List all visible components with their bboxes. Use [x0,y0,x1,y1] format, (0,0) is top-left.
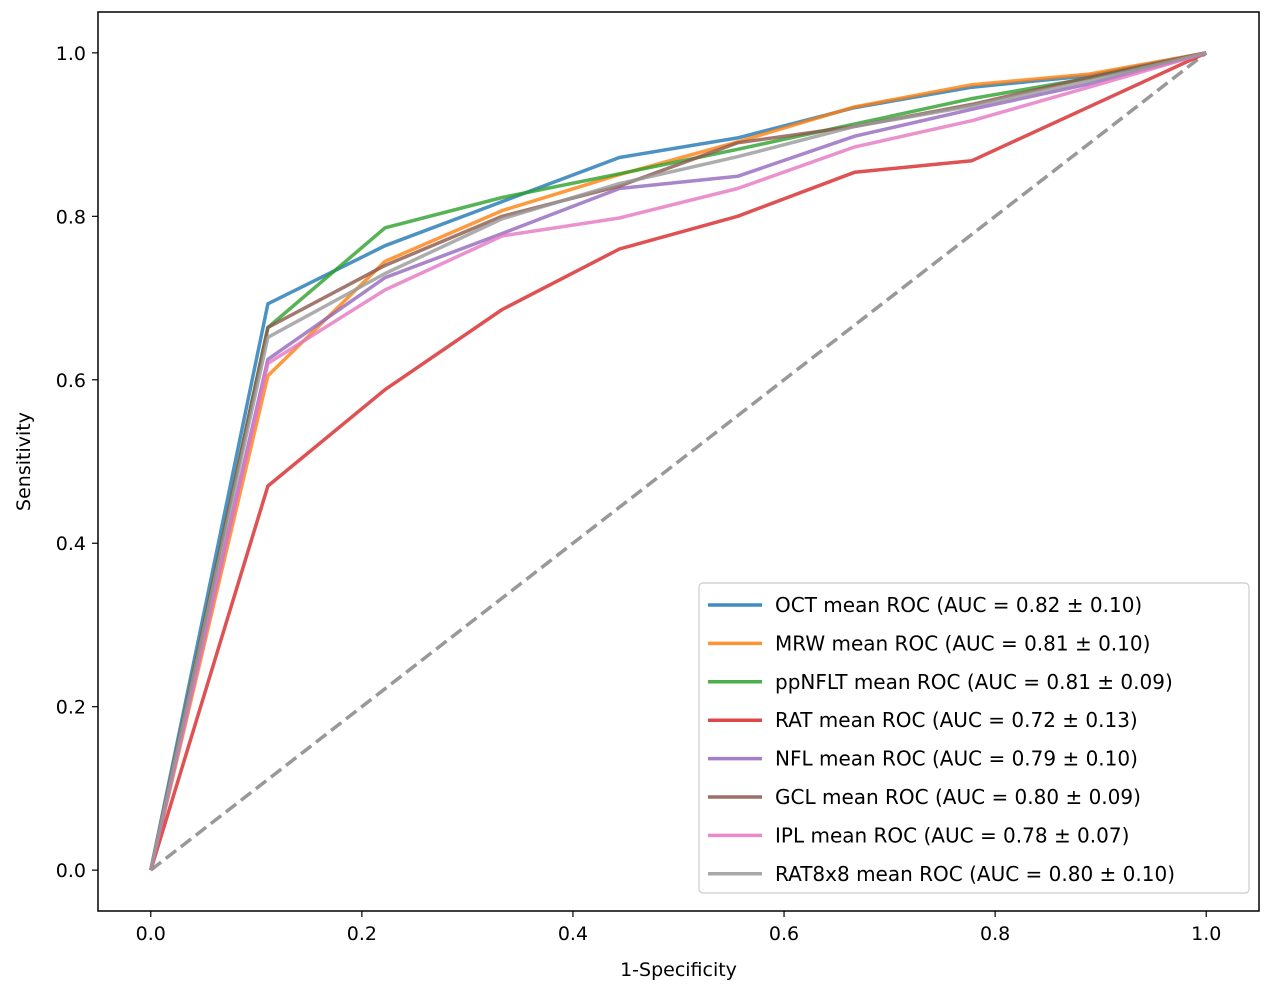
axis-ticks: 0.0 0.2 0.4 0.6 0.8 1.0 0.0 0.2 0.4 0.6 0.8 1.0 [56,43,1222,945]
roc-series-line-5 [149,51,1207,871]
roc-series-line-7 [149,51,1207,871]
legend-entry-label: RAT mean ROC (AUC = 0.72 ± 0.13) [775,708,1138,732]
y-tick-label: 0.8 [56,206,86,228]
x-tick-label: 0.8 [980,923,1010,945]
roc-series-line-2 [149,51,1207,871]
y-axis-label: Sensitivity [13,412,35,511]
legend-entry-label: OCT mean ROC (AUC = 0.82 ± 0.10) [775,593,1142,617]
plot-area [149,51,1208,872]
y-tick-label: 0.6 [56,370,86,392]
x-tick-label: 0.2 [347,923,377,945]
legend: OCT mean ROC (AUC = 0.82 ± 0.10) MRW mean… [698,582,1250,894]
legend-entry-label: RAT8x8 mean ROC (AUC = 0.80 ± 0.10) [775,862,1175,886]
x-axis-label: 1-Specificity [620,959,737,981]
legend-entry-label: MRW mean ROC (AUC = 0.81 ± 0.10) [775,631,1150,655]
roc-series-line-3 [149,51,1207,871]
x-tick-label: 0.4 [558,923,588,945]
x-tick-label: 0.6 [769,923,799,945]
legend-entry-label: NFL mean ROC (AUC = 0.79 ± 0.10) [775,747,1138,771]
roc-series-line-6 [149,51,1207,871]
legend-box [698,582,1250,894]
y-tick-label: 0.4 [56,533,86,555]
axes-frame [97,11,1260,912]
roc-series-line-4 [149,51,1207,871]
y-tick-label: 0.2 [56,697,86,719]
x-tick-label: 1.0 [1191,923,1221,945]
y-tick-label: 1.0 [56,43,86,65]
legend-entry-label: IPL mean ROC (AUC = 0.78 ± 0.07) [775,823,1129,847]
legend-entry-label: ppNFLT mean ROC (AUC = 0.81 ± 0.09) [775,670,1173,694]
x-tick-label: 0.0 [136,923,166,945]
chance-line [149,51,1208,872]
y-tick-label: 0.0 [56,860,86,882]
roc-series-line-0 [149,51,1207,871]
legend-entry-label: GCL mean ROC (AUC = 0.80 ± 0.09) [775,785,1141,809]
